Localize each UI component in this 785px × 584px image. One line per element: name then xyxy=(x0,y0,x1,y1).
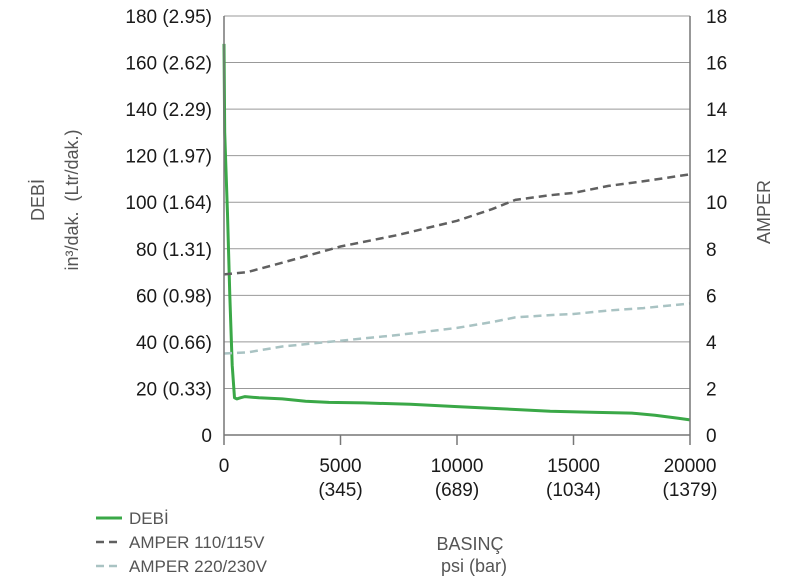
left-tick-label: 0 xyxy=(201,426,212,447)
grid-lines xyxy=(224,15,690,436)
left-axis-title: DEBİ xyxy=(28,179,48,221)
legend: DEBİ AMPER 110/115V AMPER 220/230V xyxy=(96,509,268,576)
legend-label: DEBİ xyxy=(129,509,169,528)
axes xyxy=(223,16,691,435)
right-tick-label: 6 xyxy=(706,286,717,307)
left-tick-labels: 0 20 (0.33) 40 (0.66) 60 (0.98) 80 (1.31) 100… xyxy=(125,7,212,447)
series-line xyxy=(223,302,691,355)
right-tick-label: 16 xyxy=(706,54,727,75)
right-tick-label: 4 xyxy=(706,333,717,354)
right-tick-label: 2 xyxy=(706,379,717,400)
left-tick-label: 80 (1.31) xyxy=(136,240,212,261)
x-axis-title: BASINÇ xyxy=(436,534,503,554)
x-tick-label: 0 xyxy=(219,456,230,477)
right-tick-label: 8 xyxy=(706,240,717,261)
series-lines xyxy=(222,43,691,422)
right-tick-label: 10 xyxy=(706,193,727,214)
legend-label: AMPER 110/115V xyxy=(129,533,265,552)
left-tick-label: 140 (2.29) xyxy=(125,100,212,121)
right-tick-label: 14 xyxy=(706,100,728,121)
right-tick-labels: 0 2 4 6 8 10 12 14 16 18 xyxy=(706,7,728,447)
x-tick-label: 20000 xyxy=(664,456,717,477)
left-tick-label: 160 (2.62) xyxy=(125,54,212,75)
x-tick-sublabel: (345) xyxy=(318,480,362,501)
left-tick-label: 20 (0.33) xyxy=(136,379,212,400)
x-tick-label: 15000 xyxy=(547,456,600,477)
left-tick-label: 40 (0.66) xyxy=(136,333,212,354)
right-tick-label: 18 xyxy=(706,7,727,28)
x-axis-unit: psi (bar) xyxy=(441,556,507,576)
left-axis-unit: in³/dak. (Ltr/dak.) xyxy=(62,129,82,270)
left-tick-label: 180 (2.95) xyxy=(125,7,212,28)
x-tick-sublabel: (1034) xyxy=(546,480,601,501)
series-line xyxy=(223,173,691,276)
x-tick-labels: 0 5000 (345) 10000 (689) 15000 (1034) 20000 (137… xyxy=(219,435,718,501)
left-tick-label: 120 (1.97) xyxy=(125,147,212,168)
right-tick-label: 0 xyxy=(706,426,717,447)
left-tick-label: 100 (1.64) xyxy=(125,193,212,214)
x-tick-label: 5000 xyxy=(319,456,361,477)
legend-label: AMPER 220/230V xyxy=(129,557,268,576)
right-axis-title: AMPER xyxy=(754,180,774,244)
left-tick-label: 60 (0.98) xyxy=(136,286,212,307)
x-tick-sublabel: (1379) xyxy=(663,480,718,501)
series-line xyxy=(222,43,691,422)
x-tick-sublabel: (689) xyxy=(435,480,479,501)
x-tick-label: 10000 xyxy=(431,456,484,477)
right-tick-label: 12 xyxy=(706,147,727,168)
